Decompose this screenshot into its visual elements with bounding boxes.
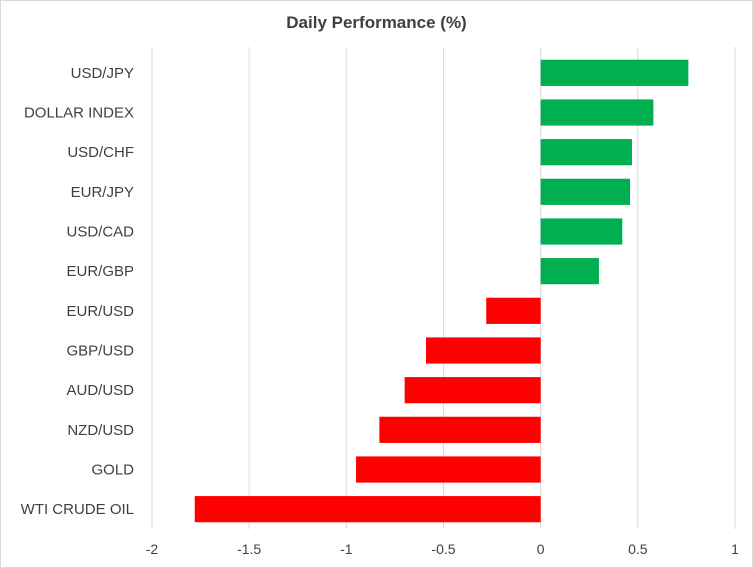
x-tick-label: 1 bbox=[731, 541, 739, 557]
bar-eur-jpy bbox=[540, 178, 631, 205]
category-label: USD/JPY bbox=[71, 65, 134, 82]
category-label: DOLLAR INDEX bbox=[24, 105, 134, 122]
bar-eur-usd bbox=[486, 297, 541, 324]
bar-dollar-index bbox=[540, 99, 654, 126]
bar-gold bbox=[356, 456, 541, 483]
bar-eur-gbp bbox=[540, 258, 599, 285]
chart-title: Daily Performance (%) bbox=[286, 13, 467, 32]
category-label: GOLD bbox=[91, 462, 134, 479]
bar-nzd-usd bbox=[379, 416, 541, 443]
category-label: EUR/USD bbox=[66, 303, 134, 320]
category-label: USD/CAD bbox=[66, 224, 134, 241]
x-tick-label: 0 bbox=[537, 541, 545, 557]
x-tick-label: 0.5 bbox=[628, 541, 648, 557]
bar-gbp-usd bbox=[426, 337, 541, 364]
category-label: USD/CHF bbox=[67, 144, 134, 161]
category-label: GBP/USD bbox=[66, 343, 134, 360]
category-label: AUD/USD bbox=[66, 382, 134, 399]
bar-usd-cad bbox=[540, 218, 623, 245]
category-label: EUR/GBP bbox=[66, 263, 134, 280]
bar-aud-usd bbox=[404, 377, 541, 404]
bar-usd-jpy bbox=[540, 59, 689, 86]
x-tick-label: -2 bbox=[146, 541, 159, 557]
category-label: EUR/JPY bbox=[71, 184, 134, 201]
bar-usd-chf bbox=[540, 139, 633, 166]
x-tick-label: -1 bbox=[340, 541, 353, 557]
bar-wti-crude-oil bbox=[194, 496, 541, 523]
x-tick-label: -0.5 bbox=[431, 541, 455, 557]
x-tick-label: -1.5 bbox=[237, 541, 261, 557]
category-label: WTI CRUDE OIL bbox=[21, 501, 134, 518]
category-label: NZD/USD bbox=[67, 422, 134, 439]
